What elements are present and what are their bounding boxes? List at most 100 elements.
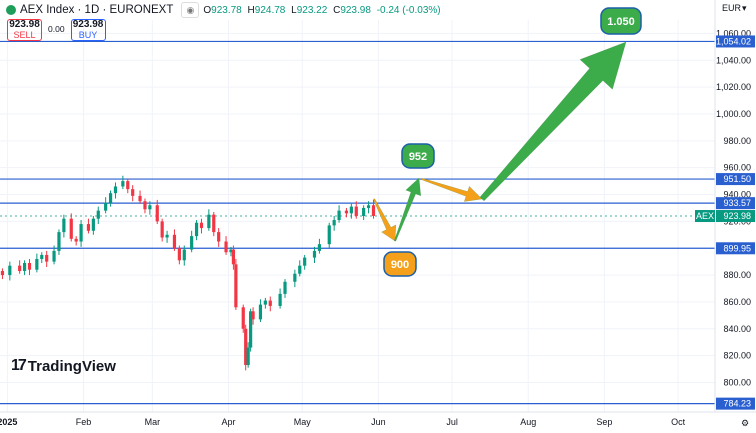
candle-body xyxy=(371,205,376,216)
ohlc-open: 923.78 xyxy=(211,4,242,16)
currency-label[interactable]: EUR xyxy=(722,3,742,13)
x-tick-label: 2025 xyxy=(0,417,17,427)
level-price-tag xyxy=(716,35,755,48)
level-price-tag xyxy=(716,197,755,210)
x-tick-label: Aug xyxy=(520,417,536,427)
annotation-bubble xyxy=(401,143,435,169)
y-tick-label: 880.00 xyxy=(723,270,751,280)
y-tick-label: 960.00 xyxy=(723,163,751,173)
candle-body xyxy=(79,224,83,242)
candle-body xyxy=(327,225,331,245)
candle-body xyxy=(148,205,152,210)
annotation-label: 900 xyxy=(391,259,409,271)
candle-body xyxy=(52,250,56,262)
green-arrow-up xyxy=(393,177,422,242)
level-price-label: 933.57 xyxy=(723,198,751,208)
symbol-title[interactable]: AEX Index · 1D · EURONEXT xyxy=(20,4,174,16)
tradingview-logo-text: TradingView xyxy=(27,357,116,375)
current-price-label: 923.98 xyxy=(723,211,751,221)
tradingview-logo[interactable]: 17 TradingView xyxy=(11,357,116,375)
orange-arrow-down xyxy=(373,198,397,242)
level-price-tag xyxy=(716,242,755,255)
ohlc-low: 923.22 xyxy=(296,4,328,16)
candle-body xyxy=(231,249,236,265)
candle-body xyxy=(263,300,267,305)
ohlc-readout: O923.78 H924.78 L923.22 C923.98 -0.24 (-… xyxy=(203,5,443,16)
candle-body xyxy=(35,258,39,270)
ohlc-low-key: L xyxy=(291,4,297,16)
candle-body xyxy=(18,265,22,272)
y-tick-label: 800.00 xyxy=(723,377,751,387)
candle-body xyxy=(337,210,341,221)
ohlc-close: 923.98 xyxy=(340,4,371,16)
candle-body xyxy=(224,241,228,253)
y-tick-label: 1,020.00 xyxy=(716,82,751,92)
y-tick-label: 940.00 xyxy=(723,190,751,200)
candle-body xyxy=(131,189,135,196)
candle-body xyxy=(182,249,186,261)
candle-body xyxy=(104,202,108,211)
candle-body xyxy=(366,205,371,208)
eye-icon[interactable]: ◉ xyxy=(181,2,200,18)
y-tick-label: 1,060.00 xyxy=(716,28,751,38)
candle-body xyxy=(138,195,142,202)
candle-body xyxy=(91,218,95,231)
candle-body xyxy=(354,206,358,216)
ohlc-high: 924.78 xyxy=(254,4,286,16)
buy-price: 923.98 xyxy=(72,19,104,30)
candle-body xyxy=(251,311,255,320)
chevron-down-icon[interactable]: ▾ xyxy=(742,3,747,13)
candle-body xyxy=(165,234,169,238)
ohlc-high-key: H xyxy=(247,4,255,16)
candle-body xyxy=(113,186,118,194)
candle-body xyxy=(298,265,302,274)
buy-button[interactable]: 923.98 BUY xyxy=(70,19,106,41)
candle-body xyxy=(57,232,61,251)
candle-body xyxy=(249,311,253,348)
y-tick-label: 1,000.00 xyxy=(716,109,751,119)
x-tick-label: Sep xyxy=(596,417,612,427)
level-price-label: 899.95 xyxy=(723,243,751,253)
candle-body xyxy=(317,244,322,251)
candle-body xyxy=(96,210,100,219)
candle-body xyxy=(212,214,216,233)
candle-body xyxy=(283,281,287,294)
y-tick-label: 840.00 xyxy=(723,324,751,334)
spread-value: 0.00 xyxy=(48,24,65,34)
candle-body xyxy=(362,207,366,216)
level-price-label: 784.23 xyxy=(723,399,751,409)
candle-body xyxy=(344,210,349,214)
price-axis[interactable]: EUR▾800.00820.00840.00860.00880.00900.00… xyxy=(695,0,756,433)
ohlc-open-key: O xyxy=(203,4,212,16)
candle-body xyxy=(177,248,181,261)
candle-body xyxy=(74,238,78,242)
x-tick-label: Feb xyxy=(76,417,92,427)
annotation-bubble xyxy=(383,251,417,277)
x-tick-label: Jul xyxy=(446,417,458,427)
candle-body xyxy=(217,232,221,242)
sell-button[interactable]: 923.98 SELL xyxy=(7,19,42,41)
current-price-tag xyxy=(716,210,755,223)
x-tick-label: Mar xyxy=(145,417,161,427)
x-tick-label: May xyxy=(294,417,312,427)
header-bar: AEX Index · 1D · EURONEXT ◉ O923.78 H924… xyxy=(0,0,715,20)
candle-body xyxy=(45,254,49,262)
time-axis[interactable]: 2025 Feb Mar Apr May Jun Jul Aug Sep Oct ⚙ xyxy=(0,411,756,428)
symbol-tag: AEX xyxy=(696,211,714,221)
sell-label: SELL xyxy=(13,30,36,40)
candle-body xyxy=(155,205,159,222)
candle-body xyxy=(62,218,66,233)
x-tick-label: Apr xyxy=(221,417,235,427)
candle-body xyxy=(332,220,336,226)
candle-body xyxy=(229,249,233,253)
candles xyxy=(0,175,376,371)
gear-icon[interactable]: ⚙ xyxy=(741,418,749,428)
ohlc-change: -0.24 (-0.03%) xyxy=(376,4,441,16)
candle-body xyxy=(234,264,238,308)
tradingview-logo-icon: 17 xyxy=(11,357,27,374)
candle-body xyxy=(303,257,307,266)
y-tick-label: 860.00 xyxy=(723,297,751,307)
candle-body xyxy=(190,236,194,250)
candle-body xyxy=(207,214,211,229)
